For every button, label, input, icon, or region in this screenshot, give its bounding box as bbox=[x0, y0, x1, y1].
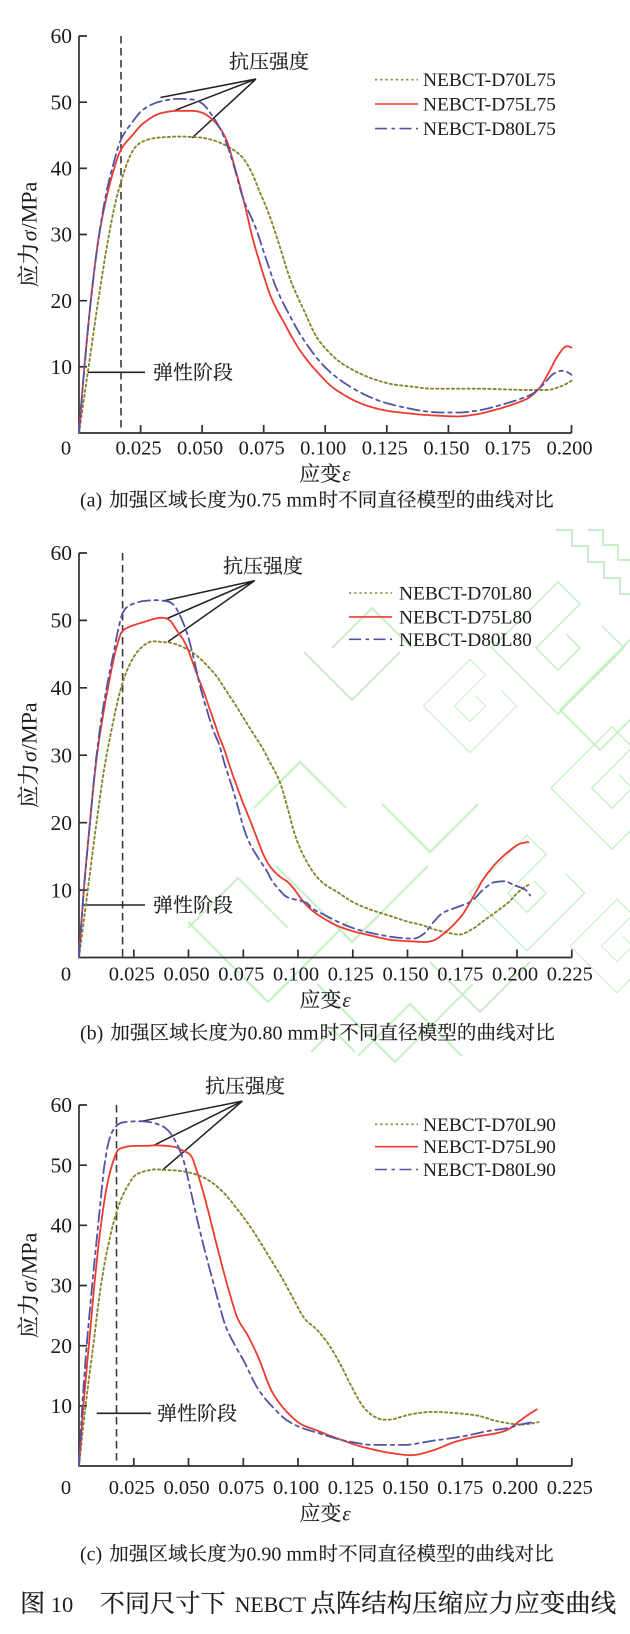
svg-text:(b): (b) bbox=[80, 1022, 103, 1044]
svg-text:0.200: 0.200 bbox=[546, 438, 592, 460]
svg-text:NEBCT-D70L75: NEBCT-D70L75 bbox=[423, 70, 556, 91]
svg-text:/MPa: /MPa bbox=[17, 702, 42, 750]
svg-text:NEBCT-D75L90: NEBCT-D75L90 bbox=[423, 1137, 556, 1158]
svg-text:0.050: 0.050 bbox=[177, 438, 223, 460]
svg-text:30: 30 bbox=[51, 1274, 73, 1298]
svg-text:60: 60 bbox=[51, 24, 73, 48]
svg-text:0.075: 0.075 bbox=[239, 438, 285, 460]
svg-text:0.200: 0.200 bbox=[492, 1477, 538, 1499]
svg-text:0.025: 0.025 bbox=[116, 438, 162, 460]
svg-text:0.175: 0.175 bbox=[437, 964, 483, 986]
svg-text:30: 30 bbox=[51, 744, 73, 768]
svg-text:10: 10 bbox=[51, 878, 73, 902]
svg-text:20: 20 bbox=[51, 289, 73, 313]
svg-text:0.025: 0.025 bbox=[109, 1477, 155, 1499]
svg-text:0.175: 0.175 bbox=[437, 1477, 483, 1499]
svg-text:0.050: 0.050 bbox=[163, 964, 209, 986]
svg-text:0.175: 0.175 bbox=[485, 438, 531, 460]
svg-text:/MPa: /MPa bbox=[17, 1232, 42, 1280]
svg-text:σ: σ bbox=[17, 229, 42, 241]
svg-text:0.80 mm: 0.80 mm bbox=[248, 1022, 320, 1044]
svg-text:0.075: 0.075 bbox=[218, 964, 264, 986]
svg-text:0.100: 0.100 bbox=[273, 1477, 319, 1499]
svg-text:0.150: 0.150 bbox=[382, 964, 428, 986]
svg-text:0.75 mm: 0.75 mm bbox=[246, 490, 318, 512]
svg-text:0.050: 0.050 bbox=[163, 1477, 209, 1499]
svg-text:ε: ε bbox=[342, 1502, 351, 1526]
svg-text:0: 0 bbox=[61, 438, 71, 460]
svg-text:0: 0 bbox=[61, 1477, 71, 1499]
svg-text:20: 20 bbox=[51, 1334, 73, 1358]
svg-text:/MPa: /MPa bbox=[17, 181, 42, 229]
svg-text:σ: σ bbox=[17, 750, 42, 762]
svg-text:0.125: 0.125 bbox=[328, 964, 374, 986]
svg-text:40: 40 bbox=[51, 676, 73, 700]
svg-text:10: 10 bbox=[51, 1394, 73, 1418]
svg-text:0.100: 0.100 bbox=[273, 964, 319, 986]
svg-text:ε: ε bbox=[342, 988, 351, 1012]
svg-text:ε: ε bbox=[342, 462, 351, 486]
svg-text:0.150: 0.150 bbox=[423, 438, 469, 460]
svg-text:0.025: 0.025 bbox=[109, 964, 155, 986]
svg-text:0.225: 0.225 bbox=[547, 964, 593, 986]
svg-text:0.125: 0.125 bbox=[328, 1477, 374, 1499]
svg-text:40: 40 bbox=[51, 1214, 73, 1238]
svg-text:NEBCT-D80L80: NEBCT-D80L80 bbox=[399, 630, 532, 651]
svg-text:NEBCT-D75L75: NEBCT-D75L75 bbox=[423, 95, 556, 116]
svg-text:0.90 mm: 0.90 mm bbox=[246, 1544, 318, 1566]
svg-text:NEBCT-D70L90: NEBCT-D70L90 bbox=[423, 1115, 556, 1136]
svg-text:(c): (c) bbox=[80, 1544, 102, 1566]
svg-text:10: 10 bbox=[51, 355, 73, 379]
svg-text:0.200: 0.200 bbox=[492, 964, 538, 986]
svg-text:40: 40 bbox=[51, 157, 73, 181]
svg-text:50: 50 bbox=[51, 1153, 73, 1177]
svg-text:NEBCT-D75L80: NEBCT-D75L80 bbox=[399, 607, 532, 628]
svg-text:30: 30 bbox=[51, 223, 73, 247]
svg-text:0.225: 0.225 bbox=[547, 1477, 593, 1499]
svg-text:0.150: 0.150 bbox=[382, 1477, 428, 1499]
svg-text:50: 50 bbox=[51, 90, 73, 114]
svg-text:NEBCT-D80L90: NEBCT-D80L90 bbox=[423, 1160, 556, 1181]
svg-text:20: 20 bbox=[51, 811, 73, 835]
svg-text:0.075: 0.075 bbox=[218, 1477, 264, 1499]
svg-text:50: 50 bbox=[51, 609, 73, 633]
svg-text:60: 60 bbox=[51, 541, 73, 565]
svg-text:NEBCT-D70L80: NEBCT-D70L80 bbox=[399, 584, 532, 605]
svg-text:60: 60 bbox=[51, 1093, 73, 1117]
svg-text:NEBCT: NEBCT bbox=[235, 1593, 306, 1617]
svg-text:(a): (a) bbox=[80, 490, 102, 512]
svg-text:NEBCT-D80L75: NEBCT-D80L75 bbox=[423, 119, 556, 140]
svg-text:0.100: 0.100 bbox=[300, 438, 346, 460]
svg-text:0.125: 0.125 bbox=[362, 438, 408, 460]
svg-text:0: 0 bbox=[61, 964, 71, 986]
svg-text:10: 10 bbox=[51, 1592, 73, 1617]
svg-text:σ: σ bbox=[17, 1280, 42, 1292]
